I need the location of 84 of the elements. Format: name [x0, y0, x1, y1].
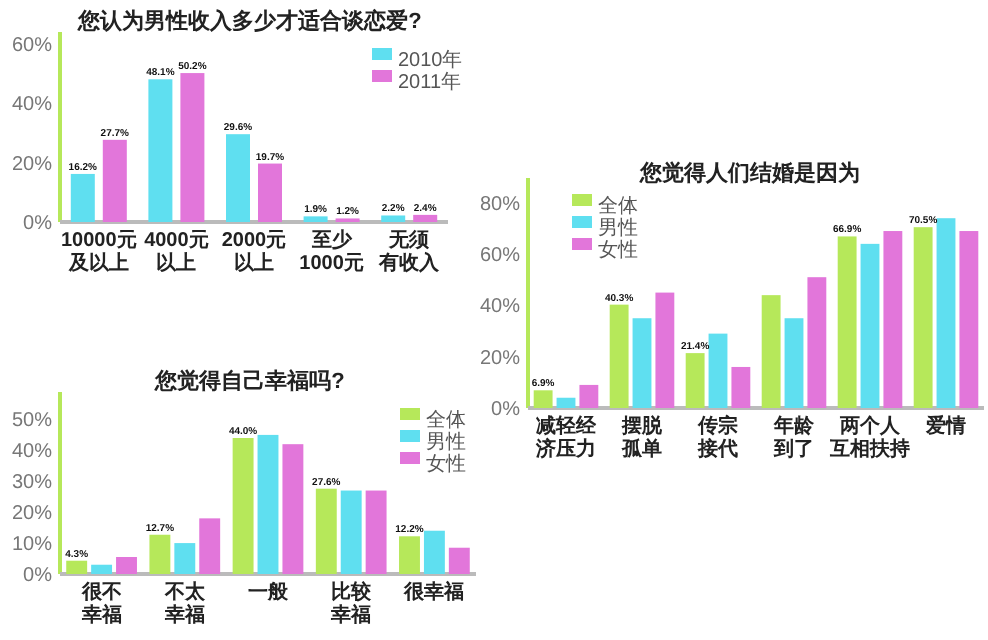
y-tick-label: 60% [11, 35, 53, 57]
bar [533, 390, 553, 408]
legend-label: 女性 [426, 452, 466, 477]
bar [936, 218, 956, 408]
bar [413, 214, 438, 222]
bar [913, 227, 933, 408]
x-tick-label: 爱情 [924, 414, 966, 438]
x-tick-label: 很不幸福 [79, 580, 122, 627]
x-tick-label: 年龄到了 [772, 414, 816, 461]
y-tick-label: 40% [479, 296, 521, 319]
bar [232, 438, 254, 574]
y-tick-label: 50% [11, 410, 53, 433]
bar [303, 216, 328, 222]
y-tick-label: 80% [479, 193, 521, 216]
y-tick-label: 20% [11, 503, 53, 526]
legend-label: 2010年 [398, 48, 463, 73]
bar [340, 490, 362, 574]
y-tick-label: 20% [479, 347, 521, 370]
bar [708, 333, 728, 408]
bar [423, 530, 445, 574]
bar [149, 534, 171, 574]
x-tick-label: 不太幸福 [162, 580, 207, 627]
bar [685, 353, 705, 408]
y-tick-label: 0% [23, 565, 53, 587]
y-tick-label: 30% [11, 472, 53, 495]
x-tick-label: 传宗接代 [696, 414, 738, 461]
bar [257, 434, 279, 574]
y-tick-label: 20% [11, 153, 53, 176]
bar [860, 243, 880, 408]
bar [199, 518, 221, 574]
bar [365, 490, 387, 574]
legend-label: 男性 [426, 430, 466, 455]
bar [655, 292, 675, 408]
y-tick-label: 60% [479, 245, 521, 268]
bar [70, 173, 95, 222]
x-tick-label: 减轻经济压力 [534, 414, 598, 461]
bar [282, 444, 304, 574]
y-tick-label: 0% [23, 213, 53, 235]
bar [609, 304, 629, 408]
bar [959, 231, 979, 408]
legend-label: 女性 [598, 238, 638, 263]
bar [226, 134, 250, 222]
bar [174, 543, 196, 574]
chart-title: 您觉得人们结婚是因为 [638, 160, 860, 186]
x-tick-label: 一般 [248, 580, 290, 604]
bar [448, 547, 470, 574]
x-tick-label: 无须有收入 [377, 228, 442, 275]
bar [632, 318, 652, 408]
bar [102, 139, 127, 222]
bar [579, 384, 599, 408]
x-tick-label: 至少1000元 [299, 228, 364, 275]
x-tick-label: 摆脱孤单 [620, 414, 664, 461]
bar [837, 236, 857, 408]
bar [556, 397, 576, 408]
bar [116, 557, 137, 574]
legend-label: 2011年 [398, 70, 462, 95]
y-tick-label: 0% [491, 399, 521, 421]
bar [315, 488, 337, 574]
bar [807, 277, 827, 408]
bar [784, 318, 804, 408]
bar [66, 560, 88, 574]
chart-title: 您觉得自己幸福吗? [153, 368, 346, 394]
bar [731, 366, 751, 408]
y-tick-label: 40% [11, 94, 53, 117]
x-tick-label: 2000元以上 [221, 228, 287, 275]
bar [399, 536, 420, 574]
bar [381, 215, 406, 222]
x-tick-label: 10000元及以上 [60, 228, 137, 275]
bar [180, 73, 205, 222]
x-tick-label: 两个人互相扶持 [828, 414, 910, 461]
x-tick-label: 很幸福 [402, 580, 465, 604]
y-tick-label: 10% [11, 534, 53, 557]
bar [258, 163, 282, 222]
bar [91, 564, 113, 574]
y-tick-label: 40% [11, 441, 53, 464]
x-tick-label: 4000元以上 [144, 228, 209, 275]
legend-label: 男性 [598, 216, 638, 241]
bar [761, 295, 781, 408]
legend-label: 全体 [426, 408, 466, 433]
bar [883, 231, 903, 408]
bar [148, 79, 173, 222]
legend-label: 全体 [598, 194, 638, 219]
chart-title: 您认为男性收入多少才适合谈恋爱? [76, 8, 423, 34]
x-tick-label: 比较幸福 [329, 580, 374, 627]
